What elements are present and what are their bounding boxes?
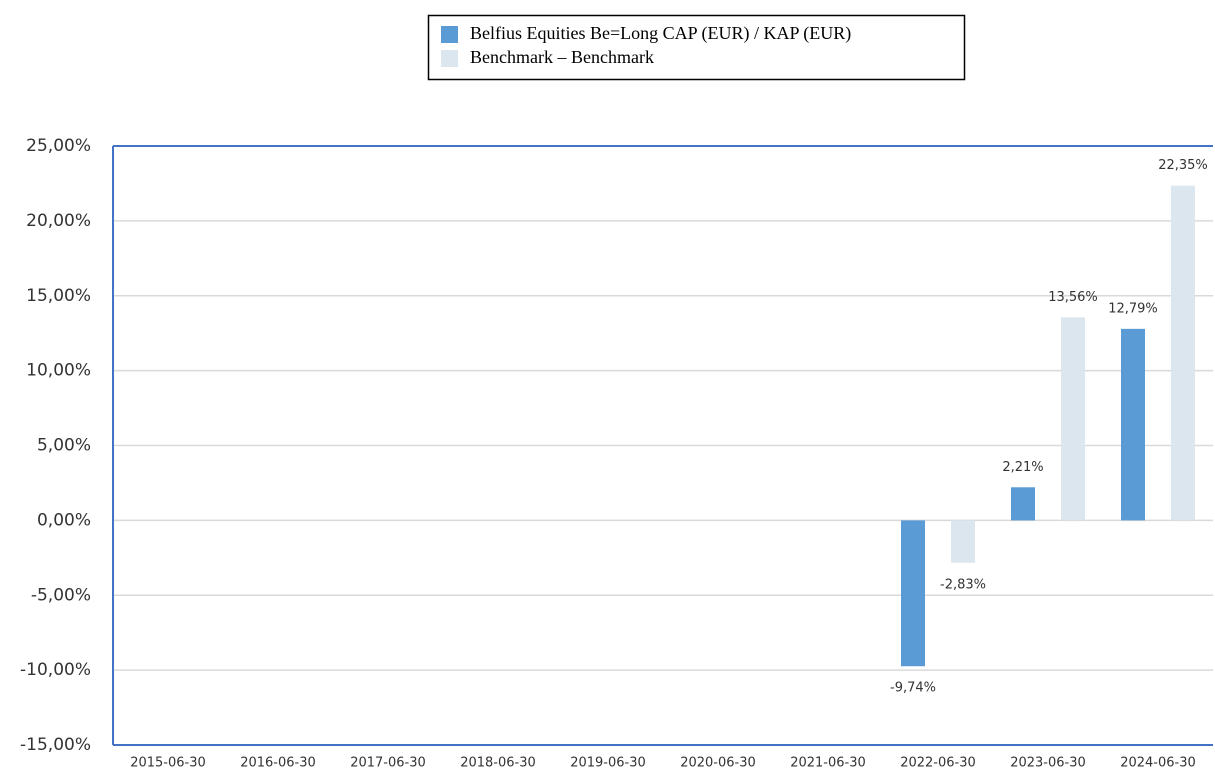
y-tick-label: 25,00% (26, 136, 91, 156)
bar (1121, 328, 1145, 521)
y-tick-label: -5,00% (31, 585, 91, 605)
bar (1171, 185, 1195, 521)
x-tick-label: 2024-06-30 (1120, 756, 1196, 771)
x-tick-label: 2015-06-30 (130, 756, 206, 771)
y-tick-label: -10,00% (20, 660, 91, 680)
value-label: 13,56% (1048, 290, 1098, 305)
bar (951, 520, 975, 563)
x-tick-label: 2021-06-30 (790, 756, 866, 771)
legend-label: Benchmark – Benchmark (470, 47, 654, 67)
y-tick-label: 10,00% (26, 361, 91, 381)
legend-label: Belfius Equities Be=Long CAP (EUR) / KAP… (470, 23, 851, 44)
y-tick-label: 20,00% (26, 211, 91, 231)
value-label: 12,79% (1108, 301, 1158, 316)
legend-box (427, 14, 966, 81)
value-label: -2,83% (940, 577, 986, 592)
x-tick-label: 2019-06-30 (570, 756, 646, 771)
bar (901, 520, 925, 667)
x-tick-label: 2023-06-30 (1010, 756, 1086, 771)
legend-swatch (441, 50, 458, 67)
x-tick-label: 2017-06-30 (350, 756, 426, 771)
y-tick-label: 15,00% (26, 286, 91, 306)
x-tick-label: 2022-06-30 (900, 756, 976, 771)
x-tick-label: 2020-06-30 (680, 756, 756, 771)
value-label: -9,74% (890, 681, 936, 696)
bar (1011, 487, 1035, 521)
value-label: 22,35% (1158, 158, 1208, 173)
y-tick-label: 0,00% (37, 510, 91, 530)
value-label: 2,21% (1002, 460, 1043, 475)
x-tick-label: 2018-06-30 (460, 756, 536, 771)
legend-swatch (441, 26, 458, 43)
bar (1061, 317, 1085, 521)
y-tick-label: -15,00% (20, 735, 91, 755)
x-tick-label: 2016-06-30 (240, 756, 316, 771)
y-tick-label: 5,00% (37, 436, 91, 456)
